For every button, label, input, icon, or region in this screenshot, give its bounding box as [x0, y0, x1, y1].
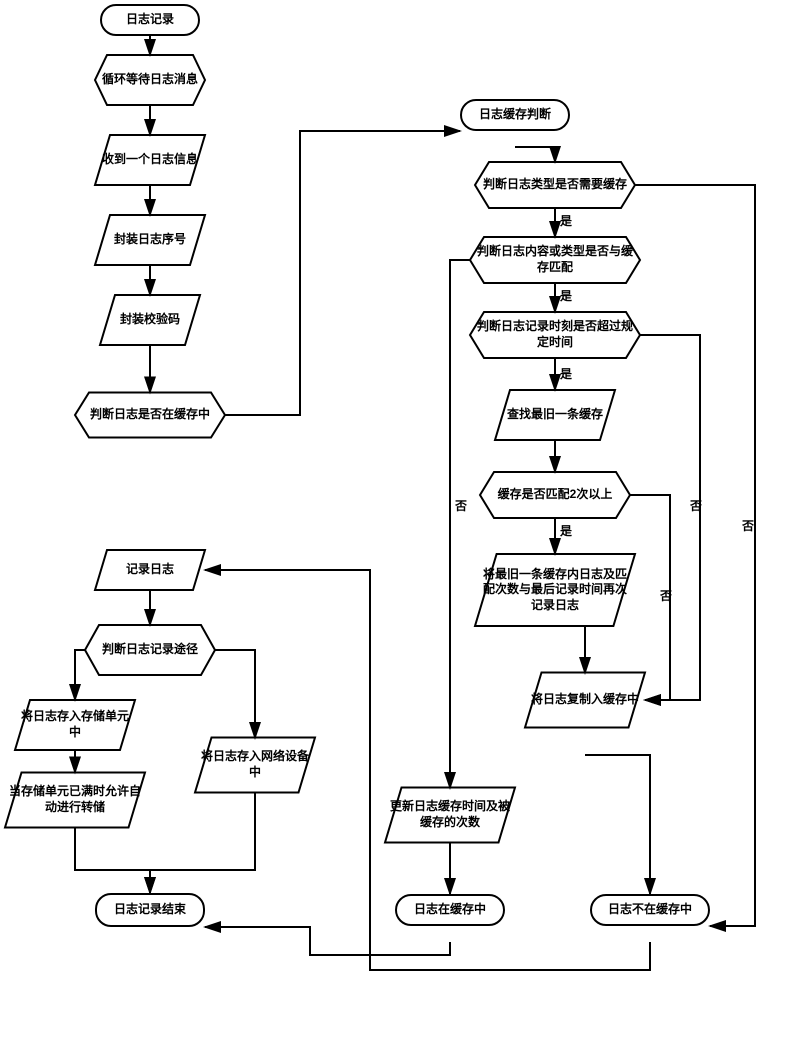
- svg-text:是: 是: [559, 214, 573, 228]
- node-io_full: 当存储单元已满时允许自动进行转储: [5, 773, 145, 828]
- node-t_cachejudge: 日志缓存判断: [460, 99, 570, 131]
- node-d_path: 判断日志记录途径: [85, 625, 215, 675]
- node-d_match2: 缓存是否匹配2次以上: [480, 472, 630, 518]
- node-io_seq: 封装日志序号: [95, 215, 205, 265]
- node-io_reclog: 记录日志: [95, 550, 205, 590]
- node-io_update: 更新日志缓存时间及被缓存的次数: [385, 788, 515, 843]
- svg-text:是: 是: [559, 524, 573, 538]
- node-t_notincache: 日志不在缓存中: [590, 894, 710, 926]
- node-d_time: 判断日志记录时刻是否超过规定时间: [470, 312, 640, 358]
- svg-text:否: 否: [659, 589, 672, 603]
- node-p_prep: 循环等待日志消息: [95, 55, 205, 105]
- node-t_end: 日志记录结束: [95, 893, 205, 927]
- node-d_content: 判断日志内容或类型是否与缓存匹配: [470, 237, 640, 283]
- svg-text:否: 否: [454, 499, 467, 513]
- node-t_start: 日志记录: [100, 4, 200, 36]
- node-io_net: 将日志存入网络设备中: [195, 738, 315, 793]
- svg-text:是: 是: [559, 289, 573, 303]
- node-io_rerecord: 将最旧一条缓存内日志及匹配次数与最后记录时间再次记录日志: [475, 554, 635, 626]
- svg-text:否: 否: [689, 499, 702, 513]
- svg-text:否: 否: [741, 519, 754, 533]
- node-io_copycache: 将日志复制入缓存中: [525, 673, 645, 728]
- node-d_type: 判断日志类型是否需要缓存: [475, 162, 635, 208]
- svg-text:是: 是: [559, 367, 573, 381]
- node-d_incache: 判断日志是否在缓存中: [75, 393, 225, 438]
- node-io_oldest: 查找最旧一条缓存: [495, 390, 615, 440]
- node-io_chk: 封装校验码: [100, 295, 200, 345]
- node-t_incache: 日志在缓存中: [395, 894, 505, 926]
- node-io_store: 将日志存入存储单元中: [15, 700, 135, 750]
- node-io_recv: 收到一个日志信息: [95, 135, 205, 185]
